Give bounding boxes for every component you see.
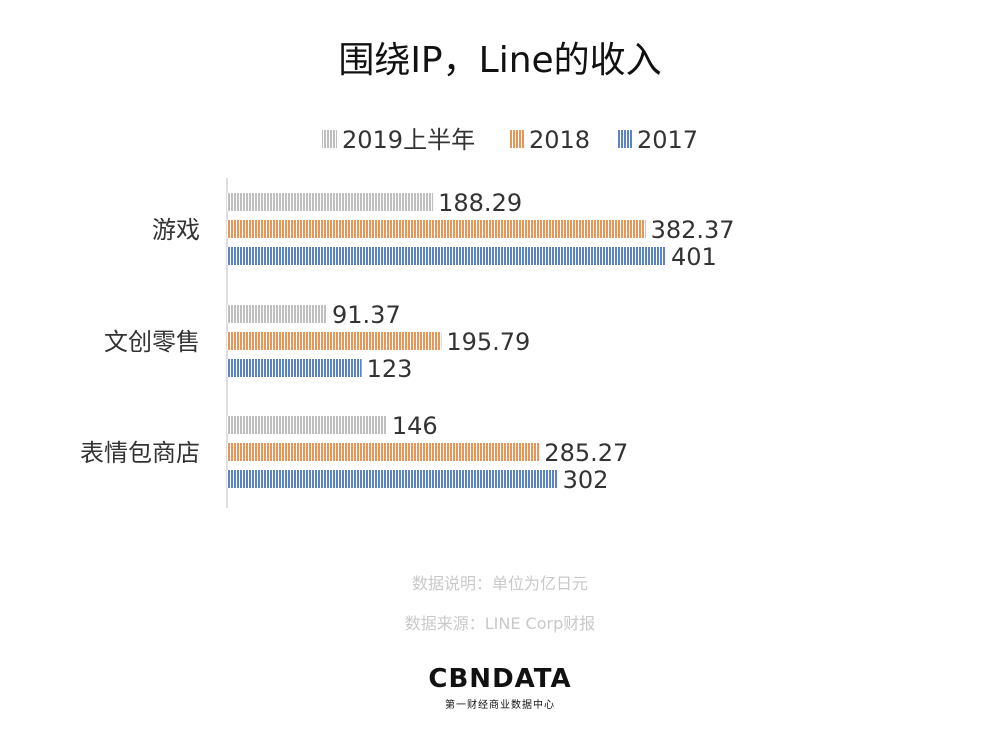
brand-logo-block: CBNDATA 第一财经商业数据中心 bbox=[0, 664, 1000, 711]
data-label-文创零售-2017: 123 bbox=[367, 355, 413, 383]
bar-游戏-2017 bbox=[227, 247, 666, 265]
data-label-游戏-2019上半年: 188.29 bbox=[438, 189, 522, 217]
data-label-游戏-2017: 401 bbox=[671, 243, 717, 271]
data-label-游戏-2018: 382.37 bbox=[651, 216, 735, 244]
legend-label-2017: 2017 bbox=[637, 126, 698, 154]
bar-表情包商店-2019上半年 bbox=[227, 416, 387, 434]
legend-label-2018: 2018 bbox=[529, 126, 590, 154]
bar-表情包商店-2018 bbox=[227, 443, 540, 461]
bar-文创零售-2017 bbox=[227, 359, 362, 377]
brand-logo: CBNDATA bbox=[428, 664, 572, 694]
unit-note: 数据说明：单位为亿日元 bbox=[411, 574, 588, 593]
brand-subtitle: 第一财经商业数据中心 bbox=[445, 700, 555, 711]
legend-label-2019上半年: 2019上半年 bbox=[342, 126, 475, 154]
legend-swatch-2018 bbox=[509, 130, 524, 148]
chart-title: 围绕IP，Line的收入 bbox=[338, 40, 661, 81]
source-note: 数据来源：LINE Corp财报 bbox=[404, 614, 596, 633]
bar-文创零售-2018 bbox=[227, 332, 442, 350]
bar-游戏-2018 bbox=[227, 220, 646, 238]
legend-swatch-2019上半年 bbox=[322, 130, 337, 148]
data-label-文创零售-2019上半年: 91.37 bbox=[332, 301, 401, 329]
bar-文创零售-2019上半年 bbox=[227, 305, 328, 323]
bar-表情包商店-2017 bbox=[227, 470, 558, 488]
data-label-文创零售-2018: 195.79 bbox=[446, 328, 530, 356]
data-label-表情包商店-2019上半年: 146 bbox=[392, 412, 438, 440]
legend-swatch-2017 bbox=[617, 130, 632, 148]
category-label-表情包商店: 表情包商店 bbox=[80, 439, 200, 467]
bar-游戏-2019上半年 bbox=[227, 193, 434, 211]
category-label-文创零售: 文创零售 bbox=[104, 328, 200, 356]
data-label-表情包商店-2017: 302 bbox=[563, 466, 609, 494]
data-label-表情包商店-2018: 285.27 bbox=[544, 439, 628, 467]
category-label-游戏: 游戏 bbox=[152, 216, 200, 244]
